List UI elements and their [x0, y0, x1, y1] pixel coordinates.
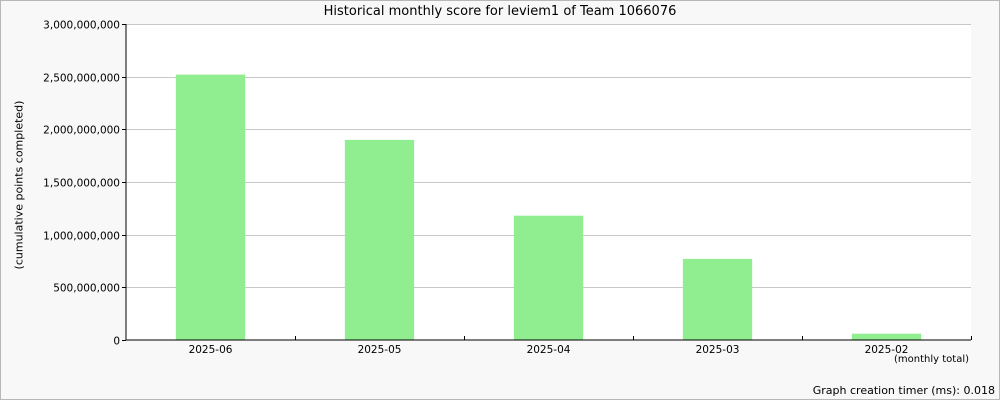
y-tick-label: 1,500,000,000: [43, 178, 120, 190]
bars: [175, 74, 922, 340]
y-axis-label: (cumulative points completed): [12, 100, 26, 270]
y-tick-label: 0: [113, 336, 120, 348]
x-tick-label: 2025-05: [358, 344, 402, 356]
x-axis-note: (monthly total): [894, 354, 969, 365]
bar: [513, 215, 584, 340]
bar: [682, 258, 753, 340]
y-tick-labels: 0 500,000,000 1,000,000,000 1,500,000,000 2,…: [43, 20, 126, 348]
y-tick-label: 500,000,000: [53, 283, 120, 295]
x-tick-labels: 2025-06 2025-05 2025-04 2025-03 2025-02: [189, 344, 909, 356]
x-tick-label: 2025-04: [527, 344, 571, 356]
chart-title: Historical monthly score for leviem1 of …: [323, 4, 677, 19]
x-tick-label: 2025-06: [189, 344, 233, 356]
y-tick-label: 2,000,000,000: [43, 125, 120, 137]
graph-creation-timer: Graph creation timer (ms): 0.018: [812, 384, 995, 397]
y-tick-label: 2,500,000,000: [43, 73, 120, 85]
x-tick-label: 2025-03: [696, 344, 740, 356]
y-tick-label: 3,000,000,000: [43, 20, 120, 32]
x-ticks: [295, 336, 972, 340]
bar: [851, 333, 922, 340]
bar: [344, 139, 415, 340]
y-tick-label: 1,000,000,000: [43, 231, 120, 243]
x-tick-label: 2025-02: [865, 344, 909, 356]
bar: [175, 74, 246, 340]
